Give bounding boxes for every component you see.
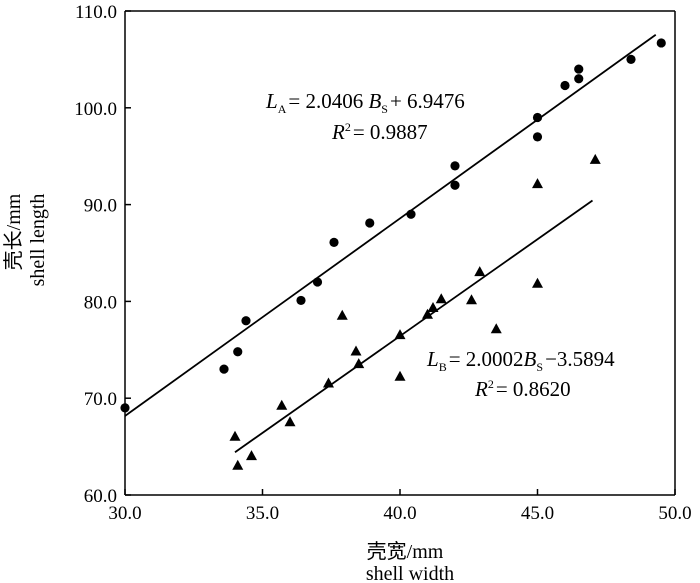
- x-tick-label: 40.0: [383, 503, 416, 524]
- circle-marker: [120, 403, 130, 413]
- y-tick-label: 70.0: [84, 389, 117, 410]
- r2-b-sup: 2: [488, 377, 494, 391]
- circle-marker: [450, 161, 460, 171]
- y-tick-label: 100.0: [74, 99, 117, 120]
- eq-a-var: B: [368, 89, 381, 113]
- triangle-marker: [246, 450, 257, 461]
- x-axis-title-en: shell width: [366, 563, 454, 583]
- triangle-marker: [232, 459, 244, 470]
- circle-marker: [233, 347, 243, 357]
- triangle-marker: [532, 277, 543, 288]
- x-tick-label: 45.0: [521, 503, 554, 524]
- x-tick-label: 35.0: [246, 503, 279, 524]
- y-tick-label: 110.0: [75, 2, 117, 23]
- r2-b-label: R: [474, 377, 488, 401]
- eq-a-rhs1: = 2.0406: [288, 89, 368, 113]
- x-axis-title-cn: 壳宽/mm: [367, 540, 444, 563]
- y-tick-label: 90.0: [84, 196, 117, 217]
- eq-b-rhs1: = 2.0002: [449, 347, 524, 371]
- triangle-marker: [350, 345, 362, 356]
- triangle-marker: [336, 309, 348, 320]
- r2-b-value: = 0.8620: [496, 377, 571, 401]
- axes: [124, 10, 676, 496]
- circle-marker: [219, 364, 229, 374]
- eq-b-lhs: L: [426, 347, 439, 371]
- circle-marker: [406, 209, 416, 219]
- x-tick-label: 30.0: [108, 503, 141, 524]
- triangle-marker: [466, 294, 477, 305]
- triangle-marker: [394, 329, 406, 340]
- circle-marker: [626, 54, 636, 64]
- r2-b: R2= 0.8620: [474, 377, 571, 401]
- eq-a-lhs: L: [265, 89, 278, 113]
- x-tick-label: 50.0: [658, 503, 691, 524]
- triangle-marker: [394, 370, 406, 381]
- eq-a-var-sub: S: [381, 102, 388, 116]
- equation-b: LB= 2.0002BS−3.5894: [426, 347, 615, 374]
- eq-b-lhs-sub: B: [439, 360, 447, 374]
- triangle-marker: [427, 301, 439, 312]
- triangle-marker: [589, 153, 601, 164]
- r2-a-value: = 0.9887: [353, 120, 428, 144]
- triangle-marker: [490, 323, 502, 334]
- eq-b-var: B: [524, 347, 537, 371]
- triangle-marker: [474, 266, 486, 277]
- circle-marker: [450, 180, 460, 190]
- eq-a-rhs2: + 6.9476: [390, 89, 465, 113]
- equation-a: LA= 2.0406 BS+ 6.9476: [265, 89, 465, 116]
- y-tick-label: 60.0: [84, 486, 117, 507]
- x-ticks: 30.0 35.0 40.0 45.0 50.0: [108, 489, 692, 524]
- fit-lines: [124, 33, 657, 453]
- eq-b-rhs2: −3.5894: [545, 347, 615, 371]
- circle-marker: [312, 277, 323, 287]
- y-axis-title-cn: 壳长/mm: [2, 193, 25, 270]
- circle-marker: [560, 80, 570, 91]
- circle-marker: [241, 316, 251, 326]
- triangle-marker: [276, 399, 288, 410]
- circle-marker: [296, 295, 306, 306]
- triangle-marker: [435, 293, 447, 304]
- triangle-marker: [422, 308, 433, 319]
- circle-marker: [574, 64, 584, 74]
- triangle-marker: [284, 416, 296, 427]
- fit-line-b: [234, 199, 594, 453]
- y-axis-title-en: shell length: [27, 194, 49, 287]
- triangle-marker: [532, 178, 543, 189]
- y-tick-label: 80.0: [84, 292, 117, 313]
- y-ticks: 60.0 70.0 80.0 90.0 100.0 110.0: [74, 2, 131, 507]
- r2-a-label: R: [331, 120, 345, 144]
- circle-marker: [365, 218, 375, 228]
- r2-a: R2= 0.9887: [331, 120, 428, 144]
- circle-marker: [532, 132, 543, 142]
- triangle-marker: [323, 377, 334, 388]
- circle-marker: [656, 38, 666, 48]
- eq-b-var-sub: S: [536, 360, 543, 374]
- fit-line-a: [124, 33, 657, 417]
- data-markers: [120, 38, 666, 470]
- circle-marker: [532, 112, 543, 123]
- circle-marker: [329, 237, 339, 247]
- eq-a-lhs-sub: A: [278, 102, 287, 116]
- circle-marker: [574, 74, 584, 84]
- triangle-marker: [229, 430, 241, 441]
- triangle-marker: [353, 358, 365, 369]
- r2-a-sup: 2: [345, 120, 351, 134]
